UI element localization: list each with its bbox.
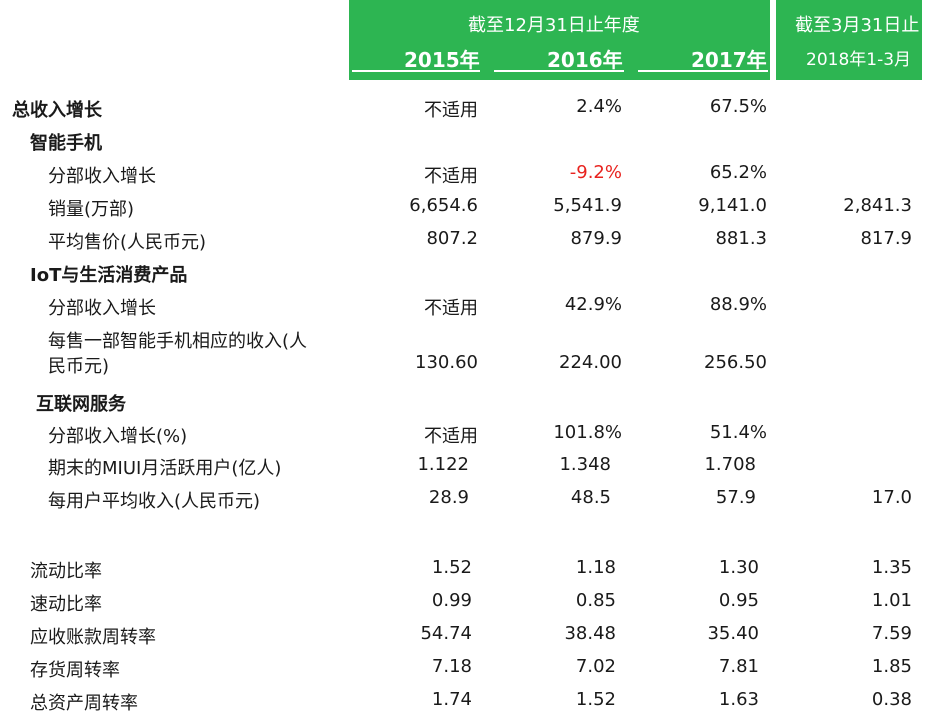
cell-col-4: 817.9 (860, 228, 912, 249)
row-label: 应收账款周转率 (30, 627, 156, 648)
cell-col-2: 48.5 (570, 487, 611, 508)
row-label: 每售一部智能手机相应的收入(人 (48, 331, 308, 352)
cell-col-2: 1.18 (575, 557, 616, 578)
table-row: 存货周转率 7.18 7.02 7.81 1.85 (0, 652, 932, 685)
table-row: 速动比率 0.99 0.85 0.95 1.01 (0, 586, 932, 619)
table-row: IoT与生活消费产品 (0, 257, 932, 290)
row-label: 销量(万部) (48, 199, 135, 220)
row-label: 存货周转率 (30, 660, 120, 681)
table-row: 智能手机 (0, 125, 932, 158)
cell-col-2: 101.8% (553, 422, 622, 443)
cell-col-3: 1.63 (718, 689, 759, 710)
cell-col-2: 38.48 (564, 623, 616, 644)
row-label: 总资产周转率 (30, 693, 138, 714)
table-row: 流动比率 1.52 1.18 1.30 1.35 (0, 553, 932, 586)
cell-col-2: 0.85 (575, 590, 616, 611)
table-row: 每售一部智能手机相应的收入(人 (0, 323, 932, 356)
row-label: IoT与生活消费产品 (30, 265, 188, 286)
cell-col-1: 1.74 (431, 689, 472, 710)
row-label: 速动比率 (30, 594, 102, 615)
table-row: 平均售价(人民币元) 807.2 879.9 881.3 817.9 (0, 224, 932, 257)
cell-col-2: 1.52 (575, 689, 616, 710)
row-label: 分部收入增长 (48, 298, 156, 319)
cell-col-3: 256.50 (704, 352, 767, 373)
cell-col-3: 51.4% (709, 422, 767, 443)
cell-col-2: 7.02 (575, 656, 616, 677)
cell-col-1: 28.9 (428, 487, 469, 508)
cell-col-4: 7.59 (871, 623, 912, 644)
row-label: 期末的MIUI月活跃用户(亿人) (48, 458, 282, 479)
table-row: 期末的MIUI月活跃用户(亿人) 1.122 1.348 1.708 (0, 450, 932, 483)
table-row: 分部收入增长 不适用 42.9% 88.9% (0, 290, 932, 323)
cell-col-1: 0.99 (431, 590, 472, 611)
table-row: 民币元) 130.60 224.00 256.50 (0, 348, 932, 381)
row-label: 智能手机 (30, 133, 102, 154)
row-label: 每用户平均收入(人民币元) (48, 491, 261, 512)
cell-col-1: 不适用 (424, 298, 478, 319)
cell-col-1: 1.52 (431, 557, 472, 578)
cell-col-4: 1.01 (871, 590, 912, 611)
cell-col-2: -9.2% (569, 162, 622, 183)
cell-col-1: 6,654.6 (409, 195, 478, 216)
cell-col-2: 879.9 (570, 228, 622, 249)
header-year-2015: 2015年 (404, 48, 480, 72)
cell-col-1: 不适用 (424, 426, 478, 447)
cell-col-2: 1.348 (559, 454, 611, 475)
row-label: 互联网服务 (36, 394, 126, 415)
cell-col-1: 54.74 (420, 623, 472, 644)
table-row: 每用户平均收入(人民币元) 28.9 48.5 57.9 17.0 (0, 483, 932, 516)
cell-col-4: 2,841.3 (843, 195, 912, 216)
header-quarter-subtitle: 2018年1-3月 (806, 50, 912, 70)
row-label: 流动比率 (30, 561, 102, 582)
cell-col-2: 5,541.9 (553, 195, 622, 216)
cell-col-3: 881.3 (715, 228, 767, 249)
row-label: 分部收入增长 (48, 166, 156, 187)
cell-col-1: 不适用 (424, 100, 478, 121)
table-row: 总资产周转率 1.74 1.52 1.63 0.38 (0, 685, 932, 718)
header-group-quarter (776, 0, 922, 80)
cell-col-1: 130.60 (415, 352, 478, 373)
cell-col-4: 1.85 (871, 656, 912, 677)
cell-col-3: 88.9% (709, 294, 767, 315)
table-row: 应收账款周转率 54.74 38.48 35.40 7.59 (0, 619, 932, 652)
cell-col-3: 9,141.0 (698, 195, 767, 216)
cell-col-3: 1.30 (718, 557, 759, 578)
header-group-annual (349, 0, 770, 80)
row-label: 民币元) (48, 356, 110, 377)
row-label: 平均售价(人民币元) (48, 232, 207, 253)
cell-col-1: 不适用 (424, 166, 478, 187)
header-year-2016: 2016年 (547, 48, 623, 72)
cell-col-3: 7.81 (718, 656, 759, 677)
cell-col-4: 1.35 (871, 557, 912, 578)
cell-col-3: 65.2% (709, 162, 767, 183)
cell-col-1: 807.2 (426, 228, 478, 249)
cell-col-3: 35.40 (707, 623, 759, 644)
table-row: 总收入增长 不适用 2.4% 67.5% (0, 92, 932, 125)
cell-col-3: 1.708 (704, 454, 756, 475)
cell-col-2: 224.00 (559, 352, 622, 373)
row-label: 分部收入增长(%) (48, 426, 188, 447)
cell-col-2: 42.9% (564, 294, 622, 315)
table-row: 分部收入增长(%) 不适用 101.8% 51.4% (0, 418, 932, 451)
cell-col-3: 0.95 (718, 590, 759, 611)
table-row: 销量(万部) 6,654.6 5,541.9 9,141.0 2,841.3 (0, 191, 932, 224)
header-year-underline-2015 (352, 70, 480, 72)
cell-col-3: 67.5% (709, 96, 767, 117)
header-year-2017: 2017年 (691, 48, 767, 72)
table-row: 分部收入增长 不适用 -9.2% 65.2% (0, 158, 932, 191)
table-row: 互联网服务 (0, 386, 932, 419)
cell-col-3: 57.9 (715, 487, 756, 508)
header-annual-title: 截至12月31日止年度 (468, 15, 640, 36)
cell-col-1: 1.122 (417, 454, 469, 475)
header-year-underline-2016 (494, 70, 624, 72)
row-label: 总收入增长 (12, 100, 102, 121)
cell-col-2: 2.4% (576, 96, 622, 117)
cell-col-4: 17.0 (871, 487, 912, 508)
header-year-underline-2017 (638, 70, 768, 72)
cell-col-4: 0.38 (871, 689, 912, 710)
cell-col-1: 7.18 (431, 656, 472, 677)
header-quarter-title: 截至3月31日止 (795, 15, 920, 36)
